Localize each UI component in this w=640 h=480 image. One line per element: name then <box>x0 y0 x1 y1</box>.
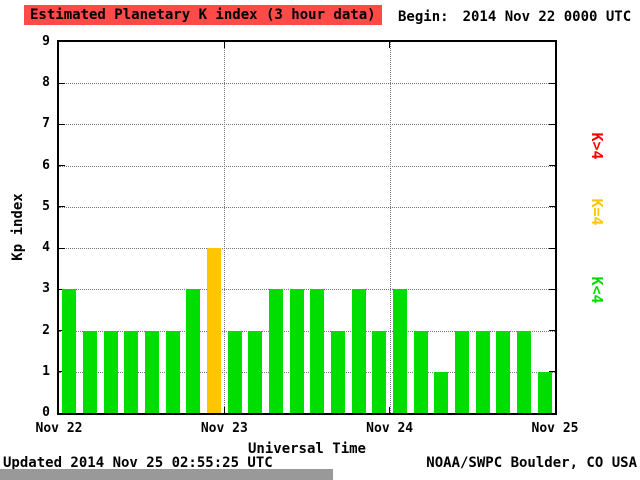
grid-line-horizontal <box>59 289 555 291</box>
y-axis-tick <box>549 165 555 167</box>
bottom-gray-strip <box>0 469 333 480</box>
y-axis-tick <box>549 288 555 290</box>
kp-bar <box>248 330 263 413</box>
y-tick-label: 6 <box>42 157 50 173</box>
kp-bar <box>496 330 511 413</box>
x-axis-tick <box>223 42 225 48</box>
kp-bar <box>372 330 387 413</box>
y-axis-tick <box>59 330 65 332</box>
kp-bar <box>227 330 242 413</box>
kp-bar <box>517 330 531 413</box>
grid-line-horizontal <box>59 124 555 126</box>
grid-line-horizontal <box>59 248 555 250</box>
y-tick-label: 9 <box>42 34 50 49</box>
y-axis-tick <box>549 371 555 373</box>
kp-bar <box>124 330 139 413</box>
kp-bar <box>475 330 490 413</box>
x-tick-label: Nov 24 <box>366 421 414 436</box>
kp-bar <box>289 289 304 413</box>
source-attribution: NOAA/SWPC Boulder, CO USA <box>426 455 637 471</box>
kp-bar <box>269 289 283 413</box>
begin-label: Begin: <box>398 9 449 25</box>
kp-bar <box>455 330 469 413</box>
y-axis-tick <box>59 165 65 167</box>
kp-bar <box>537 371 552 413</box>
kp-bar <box>186 289 201 413</box>
x-tick-label: Nov 22 <box>35 421 83 436</box>
legend-label: K=4 <box>588 198 606 226</box>
x-axis-title: Universal Time <box>247 441 366 457</box>
plot-area <box>57 40 557 415</box>
grid-line-horizontal <box>59 206 555 208</box>
grid-line-vertical <box>224 42 226 413</box>
legend-label: K<4 <box>588 276 606 304</box>
grid-line-horizontal <box>59 371 555 373</box>
kp-bar <box>62 289 77 413</box>
y-axis-tick <box>59 123 65 125</box>
y-tick-label: 4 <box>42 240 50 256</box>
y-axis-tick <box>549 247 555 249</box>
y-tick-label: 7 <box>42 116 50 132</box>
y-axis-tick <box>59 288 65 290</box>
y-tick-label: 3 <box>42 281 50 297</box>
chart-title: Estimated Planetary K index (3 hour data… <box>24 5 382 25</box>
y-axis-tick <box>549 206 555 208</box>
begin-value: 2014 Nov 22 0000 UTC <box>462 9 632 25</box>
y-axis-tick <box>549 82 555 84</box>
kp-bar <box>393 289 407 413</box>
grid-line-horizontal <box>59 165 555 167</box>
kp-bar <box>145 330 159 413</box>
y-axis-tick <box>59 371 65 373</box>
y-axis-tick <box>59 206 65 208</box>
y-tick-label: 0 <box>42 405 50 420</box>
kp-bar <box>331 330 345 413</box>
legend-label: K>4 <box>588 132 606 160</box>
x-axis-tick <box>389 407 391 413</box>
grid-line-vertical <box>389 42 391 413</box>
x-tick-label: Nov 25 <box>531 421 579 436</box>
kp-bar <box>413 330 428 413</box>
kp-bar <box>103 330 118 413</box>
y-axis-tick <box>549 123 555 125</box>
updated-timestamp: Updated 2014 Nov 25 02:55:25 UTC <box>3 455 273 471</box>
y-tick-label: 1 <box>42 363 50 379</box>
y-axis-tick <box>59 82 65 84</box>
kp-bar <box>83 330 97 413</box>
y-tick-label: 2 <box>42 322 50 338</box>
kp-bar <box>434 371 449 413</box>
kp-bar <box>351 289 366 413</box>
y-axis-tick <box>549 330 555 332</box>
kp-bar <box>207 248 221 413</box>
y-tick-label: 8 <box>42 75 50 91</box>
grid-line-horizontal <box>59 330 555 332</box>
begin-line: Begin: 2014 Nov 22 0000 UTC <box>398 9 631 25</box>
grid-line-horizontal <box>59 83 555 85</box>
kp-bar <box>165 330 180 413</box>
x-axis-tick <box>223 407 225 413</box>
x-tick-label: Nov 23 <box>200 421 248 436</box>
y-tick-label: 5 <box>42 198 50 214</box>
y-axis-tick <box>59 247 65 249</box>
x-axis-tick <box>389 42 391 48</box>
kp-bar <box>310 289 325 413</box>
